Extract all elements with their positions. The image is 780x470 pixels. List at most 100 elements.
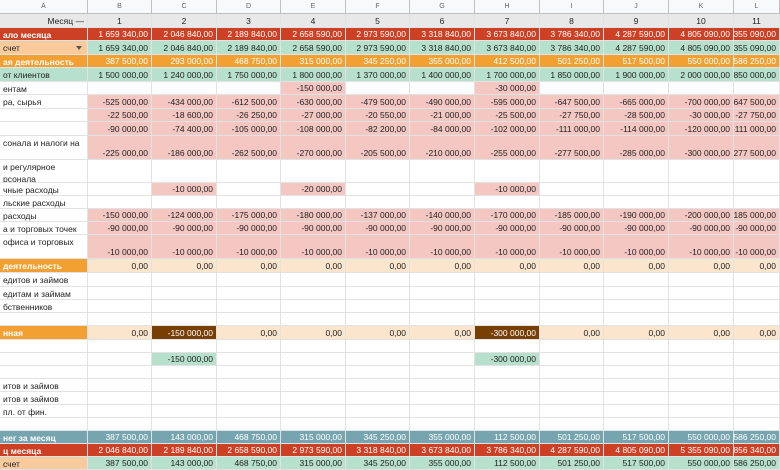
cell [734, 379, 780, 392]
cell: 7 [475, 14, 540, 28]
cell [281, 287, 346, 300]
column-header: G [410, 0, 475, 14]
column-header: B [88, 0, 152, 14]
cell [734, 183, 780, 196]
cell: 2 000 000,00 [669, 68, 734, 82]
row-label: а и торговых точек [0, 222, 88, 235]
row-label: итов и займов [0, 392, 88, 405]
cell: 5 355 090,00 [669, 444, 734, 457]
cell: 550 000,00 [669, 457, 734, 470]
dropdown-arrow[interactable] [76, 46, 82, 50]
cell [475, 300, 540, 313]
cell [540, 300, 604, 313]
row-label: сонала и налоги на [0, 136, 88, 160]
cell [475, 160, 540, 183]
row-label [0, 109, 88, 122]
cell: 0,00 [217, 259, 281, 273]
cell [88, 273, 152, 287]
cell: -175 000,00 [217, 209, 281, 222]
cell: -90 000,00 [604, 222, 669, 235]
cell: -120 000,00 [669, 122, 734, 136]
cell [217, 353, 281, 366]
row-label: бственников [0, 300, 88, 313]
cell [217, 366, 281, 379]
cell [217, 196, 281, 209]
cell: -27 750,00 [734, 109, 780, 122]
cell: 0,00 [88, 326, 152, 340]
row-label: ц месяца [0, 444, 88, 457]
cell: -10 000,00 [281, 235, 346, 259]
cell [281, 273, 346, 287]
cell [669, 273, 734, 287]
cell [540, 82, 604, 95]
cell: 1 850 000,00 [734, 68, 780, 82]
cell [604, 273, 669, 287]
cell: 0,00 [604, 259, 669, 273]
cell: -210 000,00 [410, 136, 475, 160]
cell [152, 287, 217, 300]
cell: 0,00 [669, 259, 734, 273]
cell [152, 82, 217, 95]
cell: 315 000,00 [281, 55, 346, 68]
cell: -90 000,00 [152, 222, 217, 235]
cell [410, 379, 475, 392]
cell: 315 000,00 [281, 457, 346, 470]
cell [346, 340, 410, 353]
cell: 2 973 590,00 [346, 41, 410, 55]
cell [281, 313, 346, 326]
row-label: счет [0, 41, 88, 55]
cell [475, 405, 540, 418]
cell [88, 353, 152, 366]
cell [281, 196, 346, 209]
cell [734, 300, 780, 313]
cell: -108 000,00 [281, 122, 346, 136]
cell: -28 500,00 [604, 109, 669, 122]
cell: 412 500,00 [475, 55, 540, 68]
cell: 112 500,00 [475, 457, 540, 470]
cell [346, 82, 410, 95]
cell: 2 658 590,00 [217, 444, 281, 457]
cell: 2 046 840,00 [152, 28, 217, 41]
cell: 4 287 590,00 [540, 444, 604, 457]
cell: -490 000,00 [410, 95, 475, 109]
row-label: ало месяца [0, 28, 88, 41]
cell [734, 392, 780, 405]
column-header: F [346, 0, 410, 14]
cell: -150 000,00 [281, 82, 346, 95]
cell: -90 000,00 [281, 222, 346, 235]
cell [410, 366, 475, 379]
cell: 0,00 [734, 326, 780, 340]
cell [281, 392, 346, 405]
cell: -27 750,00 [540, 109, 604, 122]
cell [604, 405, 669, 418]
cell [88, 183, 152, 196]
cell: 1 800 000,00 [281, 68, 346, 82]
cell: 550 000,00 [669, 431, 734, 444]
column-header: D [217, 0, 281, 14]
cell [217, 160, 281, 183]
cell: -300 000,00 [669, 136, 734, 160]
column-header: H [475, 0, 540, 14]
cell: 0,00 [734, 259, 780, 273]
cell [604, 353, 669, 366]
row-label: Месяц — [0, 14, 88, 28]
cell: -82 200,00 [346, 122, 410, 136]
cell: 586 250,00 [734, 457, 780, 470]
cell: -190 000,00 [604, 209, 669, 222]
cell [346, 160, 410, 183]
cell: 3 [217, 14, 281, 28]
cell: -185 000,00 [734, 209, 780, 222]
row-label: от клиентов [0, 68, 88, 82]
cell [410, 353, 475, 366]
cell: 1 659 340,00 [88, 28, 152, 41]
cell: 501 250,00 [540, 431, 604, 444]
cell [281, 418, 346, 431]
cell [217, 392, 281, 405]
cell [88, 366, 152, 379]
cell [281, 353, 346, 366]
cell: -90 000,00 [475, 222, 540, 235]
cell: -270 000,00 [281, 136, 346, 160]
cell [410, 418, 475, 431]
cell [734, 313, 780, 326]
